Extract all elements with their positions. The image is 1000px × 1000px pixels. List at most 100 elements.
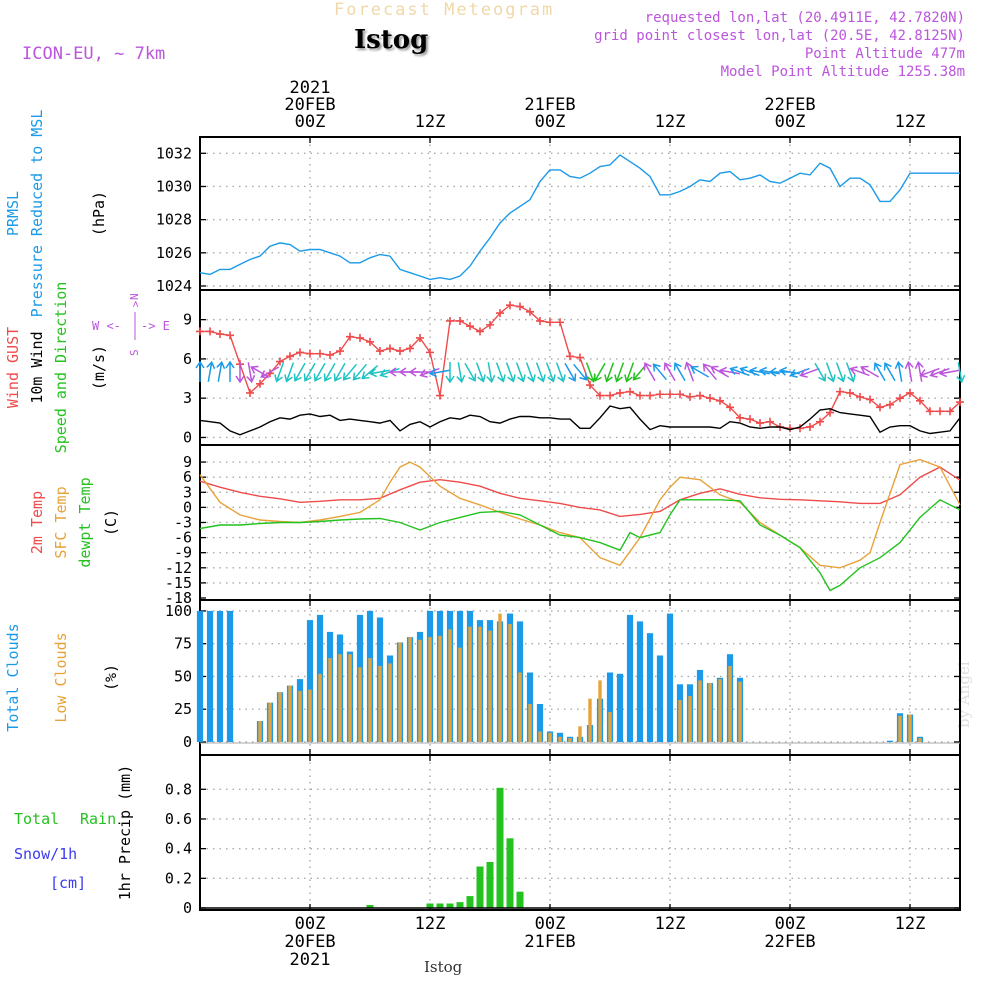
- top-date-label: 20FEB: [284, 95, 335, 115]
- wind-arrow: [313, 362, 326, 382]
- y-tick-label: 1032: [156, 144, 192, 162]
- y-axis-label: Total Clouds: [4, 623, 22, 731]
- wind-arrow: [710, 365, 730, 378]
- bar-low-clouds: [438, 635, 442, 742]
- bar-low-clouds: [918, 738, 922, 742]
- gust-marker: [736, 413, 744, 422]
- wind-arrow: [894, 360, 904, 382]
- gust-marker: [876, 403, 884, 412]
- bar-low-clouds: [908, 714, 912, 742]
- bar-precip: [446, 903, 454, 908]
- wind-arrow: [419, 367, 440, 378]
- gust-marker: [676, 390, 684, 399]
- gust-marker: [806, 422, 814, 431]
- y-axis-label: 1hr Precip (mm): [116, 765, 134, 900]
- y-tick-label: 0: [183, 899, 192, 917]
- gust-marker: [576, 353, 584, 362]
- wind-arrow: [368, 368, 390, 378]
- footer-station: Istog: [424, 958, 463, 976]
- wind-arrow: [486, 362, 496, 384]
- gust-marker: [836, 387, 844, 396]
- top-hour-label: 12Z: [895, 112, 926, 132]
- bar-low-clouds: [338, 654, 342, 742]
- gust-marker: [686, 392, 694, 401]
- gust-marker: [726, 403, 734, 412]
- legend-total: Total: [14, 810, 59, 828]
- bar-low-clouds: [598, 680, 602, 742]
- bottom-date-label: 20FEB: [284, 932, 335, 952]
- gust-marker: [896, 394, 904, 403]
- gust-marker: [666, 390, 674, 399]
- y-tick-label: 0: [183, 428, 192, 446]
- bar-precip: [486, 862, 494, 908]
- gust-marker: [756, 419, 764, 428]
- y-tick-label: -12: [165, 559, 192, 577]
- gust-marker: [476, 327, 484, 336]
- y-tick-label: 6: [183, 350, 192, 368]
- y-tick-label: 100: [165, 602, 192, 620]
- series-line-prmsl: [199, 154, 960, 281]
- gust-marker: [356, 333, 364, 342]
- gust-marker: [336, 347, 344, 356]
- gust-marker: [906, 388, 914, 397]
- wind-arrow: [789, 367, 810, 378]
- y-tick-label: 1026: [156, 244, 192, 262]
- top-date-label: 21FEB: [524, 95, 575, 115]
- wind-arrow: [235, 362, 245, 384]
- bar-low-clouds: [518, 672, 522, 742]
- panel-frame-pressure: [199, 136, 961, 291]
- bar-low-clouds: [448, 629, 452, 742]
- panel-frame-wind: [199, 289, 961, 446]
- gust-marker: [366, 337, 374, 346]
- bar-low-clouds: [608, 711, 612, 742]
- series-line-sfc-temp: [199, 458, 961, 569]
- wind-arrow: [593, 362, 606, 382]
- gust-marker: [636, 391, 644, 400]
- bar-total-clouds: [886, 740, 894, 742]
- wind-arrow: [361, 365, 379, 380]
- station-title: Istog: [354, 25, 429, 55]
- bar-total-clouds: [306, 620, 314, 742]
- bar-low-clouds: [898, 715, 902, 742]
- gust-marker: [656, 390, 664, 399]
- gust-marker: [766, 417, 774, 426]
- gust-marker: [606, 391, 614, 400]
- requested-location: requested lon,lat (20.4911E, 42.7820N): [644, 10, 965, 26]
- gust-marker: [516, 302, 524, 311]
- compass-s: S: [128, 349, 141, 356]
- wind-arrow: [505, 362, 516, 383]
- bar-low-clouds: [538, 731, 542, 742]
- y-tick-label: -15: [165, 574, 192, 592]
- top-hour-label: 00Z: [775, 112, 806, 132]
- wind-arrow: [938, 368, 960, 378]
- wind-arrow: [293, 362, 306, 382]
- wind-arrow: [729, 366, 750, 377]
- gust-marker: [616, 388, 624, 397]
- gust-marker: [596, 391, 604, 400]
- gust-marker: [496, 309, 504, 318]
- bar-total-clouds: [206, 610, 214, 742]
- wind-arrow: [545, 362, 556, 383]
- gust-marker: [946, 407, 954, 416]
- bar-precip: [496, 787, 504, 908]
- wind-arrow: [690, 365, 710, 378]
- y-tick-label: -18: [165, 589, 192, 607]
- gust-marker: [306, 349, 314, 358]
- wind-arrow: [564, 362, 577, 382]
- wind-arrow: [835, 362, 846, 383]
- bottom-date-label: 22FEB: [764, 932, 815, 952]
- gust-marker: [326, 350, 334, 359]
- wind-arrow: [604, 362, 615, 383]
- y-axis-label: SFC Temp: [52, 486, 70, 558]
- compass-e: -> E: [141, 319, 170, 333]
- y-tick-label: 0: [183, 498, 192, 516]
- y-axis-label: (m/s): [90, 345, 108, 390]
- y-tick-label: 25: [174, 700, 192, 718]
- series-line-wind-gust: [200, 304, 961, 429]
- wind-arrow: [555, 362, 566, 383]
- wind-arrow: [250, 365, 270, 378]
- top-hour-label: 12Z: [415, 112, 446, 132]
- wind-arrow: [904, 360, 914, 382]
- wind-arrow: [274, 362, 285, 383]
- gust-marker: [866, 395, 874, 404]
